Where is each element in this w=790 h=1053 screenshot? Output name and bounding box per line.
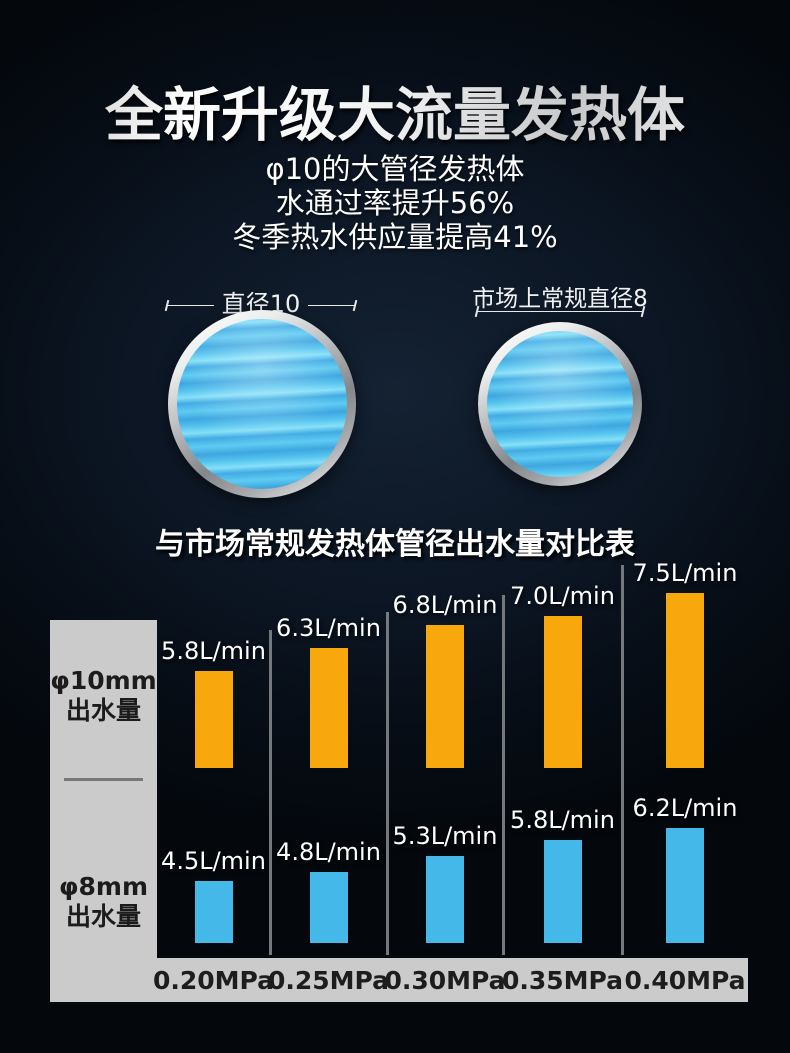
series-label-line: 出水量 <box>65 696 141 725</box>
column-divider-line <box>268 630 272 955</box>
column-divider-line <box>501 595 505 955</box>
series-label-8mm: φ8mm 出水量 <box>50 872 157 932</box>
dimension-line-segment <box>168 305 214 306</box>
bar-value-label: 5.8L/min <box>161 637 266 665</box>
bar-value-label: 6.2L/min <box>632 794 738 822</box>
category-label: 0.40MPa <box>624 966 746 995</box>
subtitle-block: φ10的大管径发热体 水通过率提升56% 冬季热水供应量提高41% <box>0 152 790 254</box>
page-title: 全新升级大流量发热体 <box>0 68 790 152</box>
pipe-cross-section-10mm <box>168 310 356 498</box>
bar-value-label: 4.8L/min <box>276 838 381 866</box>
dimension-line-segment <box>308 305 355 306</box>
water-texture <box>487 331 633 477</box>
water-texture <box>177 319 347 489</box>
diameter-8-label: 市场上常规直径8 <box>472 286 648 312</box>
category-label: 0.25MPa <box>267 966 390 995</box>
bar-value-label: 5.3L/min <box>392 822 498 850</box>
bar-value-label: 7.5L/min <box>632 559 738 587</box>
bar-value-label: 6.3L/min <box>276 614 381 642</box>
pipe-cross-section-8mm <box>478 322 642 486</box>
row-divider-line <box>64 778 143 781</box>
dimension-tick-icon <box>352 299 358 312</box>
subtitle-line-3: 冬季热水供应量提高41% <box>232 220 558 254</box>
series-label-line: φ10mm <box>50 666 157 695</box>
column-divider-line <box>620 565 624 955</box>
bar-10mm-0.35MPa <box>543 616 582 768</box>
bar-chart-plot-area: 5.8L/min 4.5L/min 6.3L/min 4.8L/min 6.8L/min… <box>157 555 748 958</box>
bar-8mm-0.40MPa <box>666 828 704 943</box>
bar-10mm-0.25MPa <box>309 648 348 768</box>
category-label: 0.20MPa <box>152 966 275 995</box>
bar-value-label: 6.8L/min <box>392 591 498 619</box>
bar-10mm-0.20MPa <box>194 671 233 768</box>
series-label-10mm: φ10mm 出水量 <box>50 666 157 726</box>
diameter-8-dimension-line <box>474 305 646 318</box>
bar-value-label: 7.0L/min <box>510 582 615 610</box>
bar-8mm-0.35MPa <box>543 840 582 943</box>
chart-row-label-panel: φ10mm 出水量 φ8mm 出水量 <box>50 620 157 1002</box>
chart-title: 与市场常规发热体管径出水量对比表 <box>155 527 635 562</box>
bar-value-label: 4.5L/min <box>161 847 266 875</box>
x-axis-strip: 0.20MPa 0.25MPa 0.30MPa 0.35MPa 0.40MPa <box>153 958 748 1002</box>
column-divider-line <box>385 612 389 955</box>
bar-8mm-0.25MPa <box>309 872 348 943</box>
bar-8mm-0.30MPa <box>426 856 464 943</box>
category-label: 0.35MPa <box>501 966 624 995</box>
bar-10mm-0.30MPa <box>426 625 464 768</box>
bar-value-label: 5.8L/min <box>510 806 615 834</box>
subtitle-line-2: 水通过率提升56% <box>275 186 515 220</box>
series-label-line: φ8mm <box>58 872 149 901</box>
bar-10mm-0.40MPa <box>666 593 704 768</box>
category-label: 0.30MPa <box>384 966 506 995</box>
bar-8mm-0.20MPa <box>194 881 233 943</box>
subtitle-line-1: φ10的大管径发热体 <box>265 152 525 186</box>
series-label-line: 出水量 <box>65 902 141 931</box>
